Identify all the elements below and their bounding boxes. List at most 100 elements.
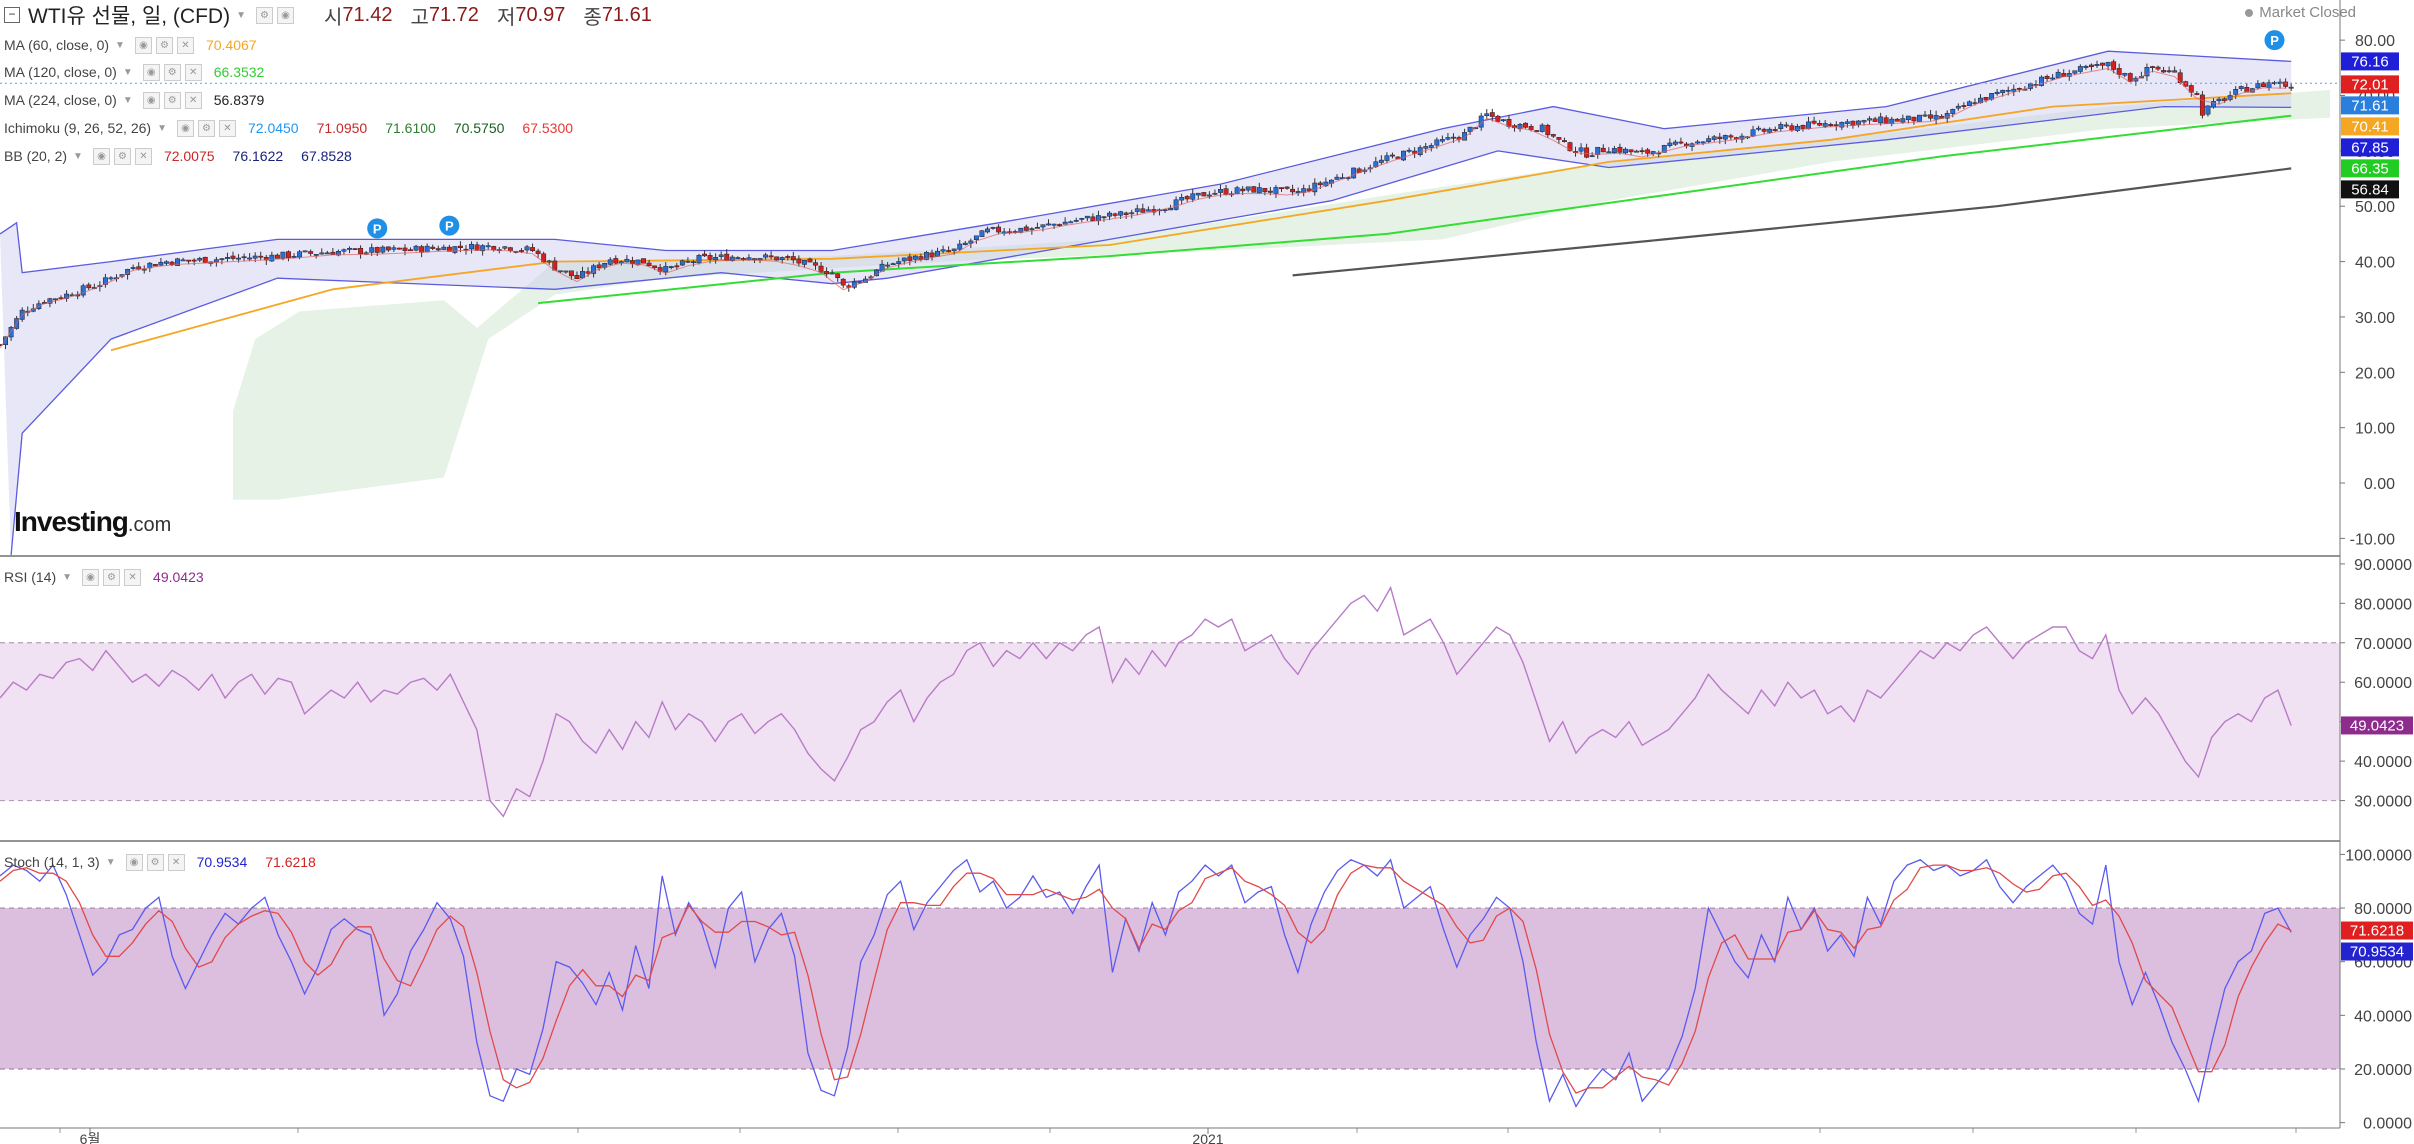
eye-icon[interactable]: ◉ (134, 36, 152, 54)
logo-main: Investing (14, 506, 129, 537)
candle-body (696, 255, 702, 264)
candle-body (1983, 97, 1989, 101)
close-icon[interactable]: ✕ (124, 568, 142, 586)
close-icon[interactable]: ✕ (134, 147, 152, 165)
price-badge (2341, 96, 2399, 115)
collapse-icon[interactable]: − (4, 7, 20, 23)
chevron-down-icon[interactable]: ▼ (236, 9, 246, 21)
candle-body (1423, 146, 1429, 149)
stoch-label[interactable]: Stoch (14, 1, 3) (4, 854, 100, 870)
candle-body (330, 251, 336, 255)
close-icon[interactable]: ✕ (167, 853, 185, 871)
candle-body (458, 245, 463, 249)
candle-body (2194, 93, 2200, 95)
chevron-down-icon[interactable]: ▼ (62, 571, 73, 583)
candle-body (1168, 208, 1173, 211)
close-icon[interactable]: ✕ (184, 91, 202, 109)
chevron-down-icon[interactable]: ▼ (73, 150, 83, 162)
settings-icon[interactable]: ⚙ (155, 36, 173, 54)
settings-icon[interactable]: ⚙ (163, 91, 181, 109)
y-tick-label: 70.0000 (2354, 636, 2412, 653)
candle-body (641, 258, 646, 264)
candle-body (2111, 61, 2117, 70)
candle-body (3, 336, 8, 345)
indicator-label[interactable]: MA (224, close, 0) (4, 92, 117, 108)
indicator-value: 71.6100 (385, 120, 436, 136)
candle-body (2211, 101, 2216, 108)
candle-body (790, 256, 796, 261)
chevron-down-icon[interactable]: ▼ (115, 39, 125, 51)
chevron-down-icon[interactable]: ▼ (105, 856, 116, 868)
rsi-label[interactable]: RSI (14) (4, 569, 57, 585)
indicator-label[interactable]: MA (120, close, 0) (4, 64, 117, 80)
candle-body (1728, 135, 1734, 138)
settings-icon[interactable]: ⚙ (103, 568, 121, 586)
eye-icon[interactable]: ◉ (125, 853, 143, 871)
candle-body (1484, 113, 1490, 117)
stoch-k-value: 70.9534 (196, 854, 248, 870)
close-icon[interactable]: ✕ (218, 119, 236, 137)
candle-body (236, 257, 241, 260)
legend-controls: ◉ ⚙ ✕ (176, 119, 236, 137)
close-icon[interactable]: ✕ (176, 36, 194, 54)
candle-body (430, 246, 436, 249)
indicator-value: 72.0450 (247, 120, 299, 136)
candle-body (2105, 62, 2111, 67)
candle-body (1112, 213, 1118, 216)
settings-icon[interactable]: ⚙ (113, 147, 131, 165)
instrument-legend: − WTI유 선물, 일, (CFD) ▼ ⚙ ◉ 시 71.42 고 71.72 … (4, 4, 652, 29)
candle-body (2233, 89, 2239, 95)
eye-icon[interactable]: ◉ (82, 568, 100, 586)
candle-body (1550, 134, 1556, 137)
candle-body (1401, 150, 1406, 161)
candle-body (1678, 141, 1684, 144)
candle-body (785, 256, 791, 258)
ohlc-low-label: 저 (496, 6, 516, 29)
eye-icon[interactable]: ◉ (277, 6, 294, 24)
settings-icon[interactable]: ⚙ (163, 63, 181, 81)
eye-icon[interactable]: ◉ (176, 119, 194, 137)
indicator-label[interactable]: Ichimoku (9, 26, 52, 26) (4, 120, 152, 136)
settings-icon[interactable]: ⚙ (256, 6, 273, 24)
candle-body (757, 258, 763, 261)
settings-icon[interactable]: ⚙ (146, 853, 164, 871)
candle-body (1822, 123, 1828, 127)
eye-icon[interactable]: ◉ (92, 147, 110, 165)
candle-body (990, 227, 996, 229)
candle-body (1256, 187, 1262, 194)
candle-body (169, 261, 175, 265)
close-icon[interactable]: ✕ (184, 63, 202, 81)
x-tick-label: 2021 (1192, 1131, 1223, 1144)
ma-224-line (1292, 167, 2292, 277)
candle-body (1034, 226, 1040, 229)
candle-body (663, 266, 669, 273)
candle-body (1279, 187, 1284, 189)
price-badge-label: 72.01 (2351, 76, 2389, 93)
chevron-down-icon[interactable]: ▼ (157, 122, 167, 134)
candle-body (2039, 76, 2044, 86)
candle-body (1606, 151, 1612, 154)
chevron-down-icon[interactable]: ▼ (122, 94, 133, 106)
candle-body (280, 251, 286, 259)
indicator-label[interactable]: BB (20, 2) (4, 148, 68, 164)
eye-icon[interactable]: ◉ (142, 91, 160, 109)
chevron-down-icon[interactable]: ▼ (122, 66, 133, 78)
candle-body (2016, 88, 2022, 90)
indicator-label[interactable]: MA (60, close, 0) (4, 37, 110, 53)
y-tick-label: 90.0000 (2354, 557, 2412, 574)
instrument-title[interactable]: WTI유 선물, 일, (CFD) (28, 5, 231, 28)
stoch-panel (0, 858, 2340, 1108)
candle-body (1878, 116, 1884, 124)
candle-body (646, 262, 652, 267)
candle-body (1179, 197, 1185, 201)
candle-body (535, 250, 541, 255)
candle-body (1861, 120, 1867, 123)
rsi-band (0, 642, 2340, 801)
eye-icon[interactable]: ◉ (142, 63, 160, 81)
candle-body (2161, 70, 2167, 73)
candle-body (2089, 64, 2094, 68)
settings-icon[interactable]: ⚙ (197, 119, 215, 137)
candle-body (469, 243, 474, 250)
candle-body (1589, 155, 1595, 157)
